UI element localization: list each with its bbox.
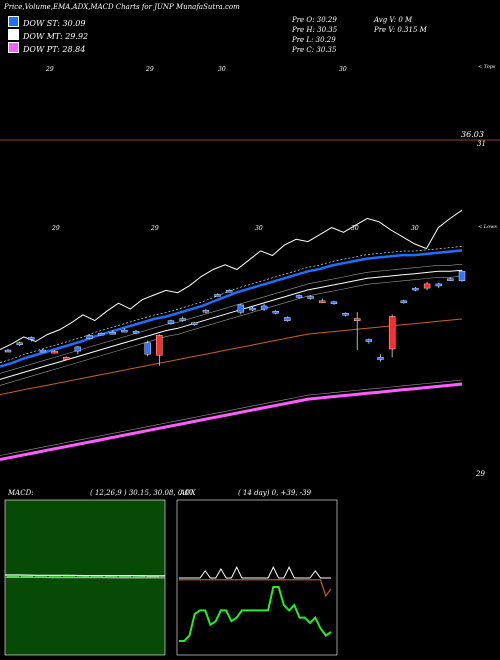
macd-title: MACD: [8,489,34,497]
chart-title: Price,Volume,EMA,ADX,MACD Charts for JUN… [4,3,240,11]
legend-dow-pt: DOW PT: 28.84 [8,42,85,54]
macd-line [5,574,165,577]
legend-swatch-st [8,16,19,27]
candle-body [156,335,163,356]
candle-body [330,301,338,304]
stat-open: Pre O: 30.29 [292,16,337,24]
ema-long-line [0,318,463,395]
candle-body [167,320,175,324]
date-label-top-1: 29 [46,66,54,73]
adx-line [179,586,332,642]
candle-body [423,283,431,289]
close-price-line [0,209,463,351]
adx-title: ADX [180,489,196,497]
candle-body [388,316,396,350]
macd-params: ( 12,26,9 ) 30.15, 30.08, 0.07 [90,489,194,497]
candle-body [132,330,140,334]
candle-body [249,307,256,311]
candle-body [109,332,116,335]
date-label-mid-1: 29 [52,225,60,232]
candle-body [225,290,233,293]
macd-bar [119,576,131,578]
candle-body [260,305,268,310]
legend-label-st: DOW ST: 30.09 [23,19,86,28]
mid-edge-label: < Lows [478,224,497,230]
date-label-top-3: 30 [218,66,226,73]
price-right-label: 31 [477,140,486,148]
price-last-label: 36.03 [461,130,484,139]
macd-bar [133,576,145,578]
candle-body [307,296,314,299]
candle-body [295,295,303,298]
legend-dow-mt: DOW MT: 29.92 [8,29,88,41]
legend-label-pt: DOW PT: 28.84 [23,45,86,54]
legend-dow-st: DOW ST: 30.09 [8,16,85,28]
ema-pt-line [0,382,463,461]
candle-body [400,300,407,303]
date-label-mid-4: 30 [351,225,359,232]
adx-plus-di-line [179,566,331,579]
candle-body [435,283,442,287]
ema-mt-line [0,269,463,380]
candle-body [39,349,47,353]
adx-params: ( 14 day) 0, +39, -39 [238,489,312,497]
candle-body [4,349,12,353]
legend-swatch-mt [8,29,19,40]
candle-body [354,318,361,321]
candle-body [74,346,82,352]
legend-label-mt: DOW MT: 29.92 [23,32,89,41]
candle-body [458,271,466,281]
stat-close: Pre C: 30.35 [292,46,337,54]
ema-pt-upper-band [0,379,463,456]
stat-avg-volume: Avg V: 0 M [374,16,413,24]
candle-body [377,357,384,360]
bottom-right-label: 29 [476,470,485,478]
candle-body [63,357,70,360]
candle-body [237,304,245,313]
ema-st-line [0,249,463,368]
date-label-top-2: 29 [146,66,154,73]
date-label-mid-5: 30 [411,225,419,232]
candle-body [272,311,279,314]
ema-mt-lower-band [0,275,463,386]
candle-body [319,300,326,303]
candle-body [179,318,186,321]
candle-body [202,309,210,313]
top-edge-label: < Tops [478,64,496,70]
candle-body [97,333,105,336]
date-label-mid-3: 30 [255,225,263,232]
stat-volume: Pre V: 0.315 M [374,26,427,34]
macd-bar [147,576,159,578]
ema-st-dashed-line [0,246,463,363]
candle-body [144,342,151,355]
candle-body [214,294,221,297]
candle-body [447,278,454,281]
date-label-top-4: 30 [339,66,347,73]
date-label-mid-2: 29 [151,225,159,232]
macd-signal-line [5,576,165,579]
candle-body [86,335,93,339]
stat-high: Pre H: 30.35 [292,26,338,34]
candle-body [28,337,35,340]
candle-body [51,350,58,354]
candle-body [284,317,291,321]
candle-body [191,322,198,325]
candle-body [16,342,23,345]
legend-swatch-pt [8,42,19,53]
candle-body [365,339,373,342]
candle-body [412,287,419,291]
stat-low: Pre L: 30.29 [292,36,336,44]
adx-minus-di-line [179,579,332,598]
candle-body [121,329,128,333]
candle-body [342,313,349,316]
